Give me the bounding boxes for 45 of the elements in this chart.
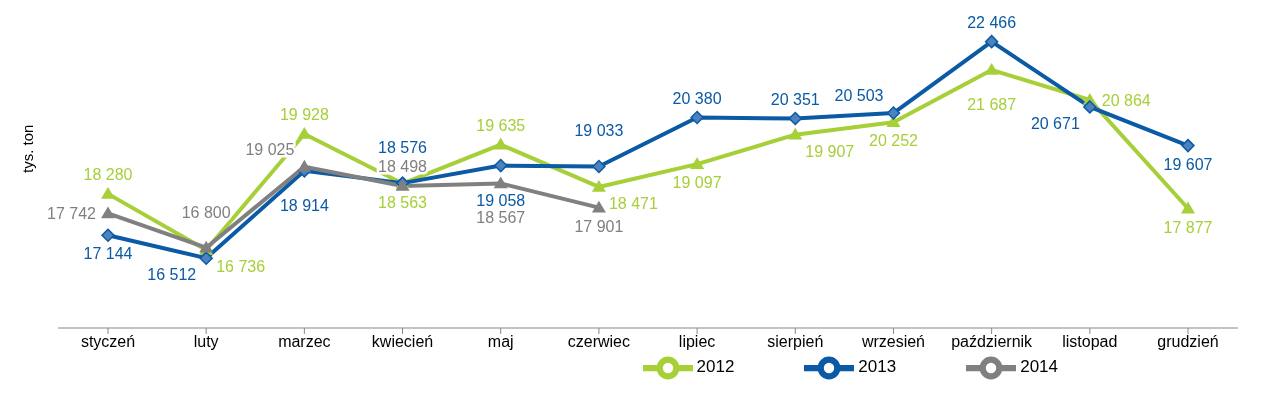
data-label: 19 058 (476, 191, 526, 209)
data-label: 19 928 (279, 105, 329, 123)
data-label: 20 671 (1030, 114, 1080, 132)
legend-label: 2014 (1020, 357, 1058, 377)
x-tick-label: październik (951, 333, 1034, 351)
data-label: 20 351 (770, 90, 820, 108)
data-label: 19 607 (1163, 155, 1213, 173)
data-label: 18 498 (378, 157, 428, 175)
data-label: 18 563 (378, 193, 428, 211)
data-label: 17 144 (83, 245, 133, 263)
data-label: 18 567 (476, 209, 526, 227)
data-label: 18 914 (279, 196, 329, 214)
data-label: 22 466 (967, 13, 1017, 31)
x-tick-label: sierpień (767, 333, 824, 351)
x-tick-label: czerwiec (567, 333, 631, 351)
legend-label: 2013 (858, 357, 897, 377)
data-label: 18 471 (608, 194, 658, 212)
data-label: 17 742 (47, 205, 97, 223)
x-tick-label: marzec (278, 333, 331, 351)
x-tick-label: kwiecień (371, 333, 434, 351)
data-label: 19 907 (805, 142, 855, 160)
x-tick-label: lipiec (678, 333, 716, 351)
x-tick-label: wrzesień (860, 333, 926, 351)
data-label: 17 877 (1163, 218, 1213, 236)
data-label: 19 635 (476, 116, 526, 134)
data-label: 16 736 (216, 258, 266, 276)
x-tick-label: grudzień (1157, 333, 1219, 351)
data-label: 20 864 (1101, 91, 1151, 109)
data-label: 16 800 (181, 203, 231, 221)
x-tick-label: luty (193, 333, 219, 351)
data-label: 21 687 (967, 95, 1017, 113)
y-axis-title: tys. ton (19, 124, 37, 173)
data-label: 19 097 (672, 174, 722, 192)
x-tick-label: maj (487, 333, 514, 351)
data-label: 18 280 (83, 165, 133, 183)
data-label: 16 512 (147, 266, 197, 284)
x-tick-label: listopad (1062, 333, 1118, 351)
data-label: 20 503 (834, 87, 884, 105)
data-label: 19 033 (574, 122, 624, 140)
legend-label: 2012 (696, 357, 735, 377)
data-label: 18 576 (378, 139, 428, 157)
data-label: 20 380 (672, 89, 722, 107)
data-label: 20 252 (868, 132, 919, 150)
x-tick-label: styczeń (80, 333, 136, 351)
data-label: 17 901 (574, 217, 624, 235)
